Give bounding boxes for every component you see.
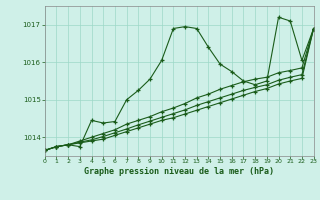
X-axis label: Graphe pression niveau de la mer (hPa): Graphe pression niveau de la mer (hPa) xyxy=(84,167,274,176)
